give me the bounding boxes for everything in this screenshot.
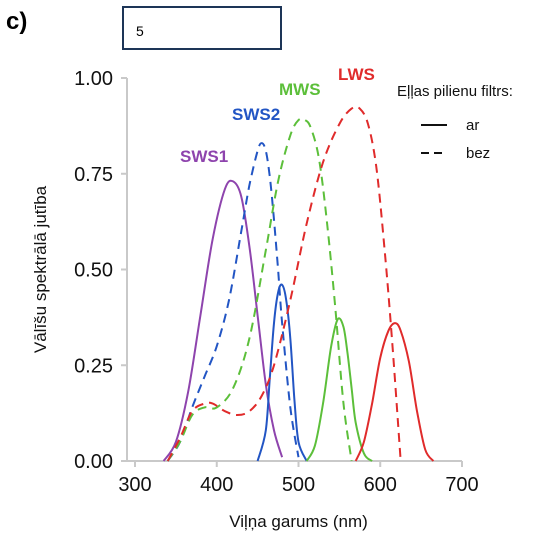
x-tick-label: 400: [200, 474, 233, 496]
curve-labels: SWS1 SWS2 MWS LWS: [180, 65, 375, 166]
y-tick-label: 1.00: [74, 68, 113, 90]
x-axis-title: Viļņa garums (nm): [229, 512, 368, 531]
panel-label: c): [6, 8, 28, 35]
y-tick-label: 0.75: [74, 164, 113, 186]
answer-box[interactable]: 5: [122, 6, 282, 50]
series-mws-solid: [305, 317, 373, 462]
series-sws2-dashed: [166, 142, 300, 462]
x-tick-label: 500: [282, 474, 315, 496]
curve-label-lws: LWS: [338, 65, 375, 84]
x-tick-label: 300: [118, 474, 151, 496]
curve-label-sws1: SWS1: [180, 147, 228, 166]
series-sws1-solid: [162, 179, 284, 462]
series-sws2-solid: [256, 283, 308, 462]
axes: 300 400 500 600 700 0.00 0.25 0.50 0.75 1.00 Viļņa…: [31, 68, 479, 531]
series-lws-dashed: [166, 105, 402, 462]
legend: Eļļas pilienu filtrs: ar bez: [397, 83, 513, 162]
curve-label-mws: MWS: [279, 80, 321, 99]
y-tick-label: 0.50: [74, 260, 113, 282]
answer-value: 5: [136, 23, 144, 39]
series-mws-dashed: [166, 117, 353, 462]
y-axis-title: Vālīšu spektrālā jutība: [31, 185, 50, 353]
y-tick-label: 0.25: [74, 355, 113, 377]
curves: [162, 105, 435, 462]
legend-title: Eļļas pilienu filtrs:: [397, 83, 513, 100]
curve-label-sws2: SWS2: [232, 105, 280, 124]
x-tick-label: 600: [364, 474, 397, 496]
y-tick-label: 0.00: [74, 451, 113, 473]
x-tick-label: 700: [445, 474, 478, 496]
series-lws-solid: [354, 322, 435, 462]
legend-label-solid: ar: [466, 117, 479, 134]
legend-label-dashed: bez: [466, 145, 490, 162]
